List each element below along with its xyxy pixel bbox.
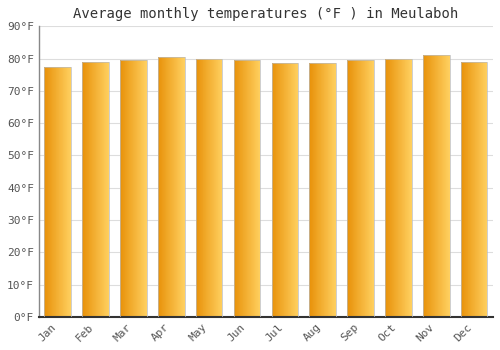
Bar — [120, 60, 146, 317]
Bar — [44, 66, 71, 317]
Bar — [385, 58, 411, 317]
Bar — [158, 57, 184, 317]
Bar — [461, 62, 487, 317]
Bar — [310, 63, 336, 317]
Bar — [234, 60, 260, 317]
Title: Average monthly temperatures (°F ) in Meulaboh: Average monthly temperatures (°F ) in Me… — [74, 7, 458, 21]
Bar — [272, 63, 298, 317]
Bar — [82, 62, 109, 317]
Bar — [423, 55, 450, 317]
Bar — [196, 58, 222, 317]
Bar — [348, 60, 374, 317]
